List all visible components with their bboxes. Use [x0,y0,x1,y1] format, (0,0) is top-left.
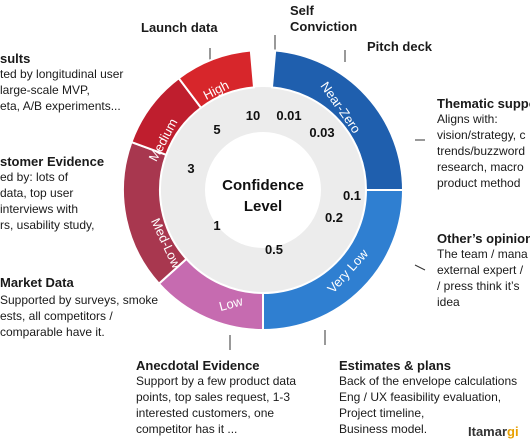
estimates-plans-line: Back of the envelope calculations [339,374,518,388]
value-0-5: 0.5 [265,242,283,257]
thematic-support-line: vision/strategy, c [437,128,526,142]
results-line: large-scale MVP, [0,83,90,97]
value-1: 1 [213,218,220,233]
estimates-plans-line: Project timeline, [339,406,425,420]
market-data-line: ests, all competitors / [0,309,113,323]
estimates-plans-line: Eng / UX feasibility evaluation, [339,390,502,404]
others-opinion-line: external expert / [437,263,524,277]
value-0-01: 0.01 [276,108,301,123]
anecdotal-evidence-line: competitor has it ... [136,422,238,436]
value-10: 10 [246,108,260,123]
estimates-plans-line: Business model. [339,422,428,436]
customer-evidence-line: rs, usability study, [0,218,95,232]
label-launch-data: Launch data [141,20,218,35]
label-self-line2: Conviction [290,19,358,34]
customer-evidence-line: ed by: lots of [0,170,69,184]
customer-evidence-heading: stomer Evidence [0,154,105,169]
anecdotal-evidence-line: interested customers, one [136,406,275,420]
segment-label-low: Low [217,293,245,314]
pointer-lines [209,35,426,350]
value-0-2: 0.2 [325,210,343,225]
results-heading: sults [0,51,31,66]
others-opinion-heading: Other’s opinion [437,231,530,246]
label-pitch-deck: Pitch deck [367,39,433,54]
anecdotal-evidence-heading: Anecdotal Evidence [136,358,260,373]
customer-evidence-line: interviews with [0,202,79,216]
anecdotal-evidence-line: Support by a few product data [136,374,297,388]
value-0-03: 0.03 [309,125,334,140]
market-data-heading: Market Data [0,275,74,290]
center-disc [205,132,321,248]
others-opinion-line: The team / mana [437,247,528,261]
customer-evidence-line: data, top user [0,186,74,200]
estimates-plans-heading: Estimates & plans [339,358,451,373]
value-0-1: 0.1 [343,188,361,203]
thematic-support-heading: Thematic suppo [437,96,530,111]
value-3: 3 [187,161,194,176]
thematic-support-line: trends/buzzword [437,144,526,158]
results-line: ted by longitudinal user [0,67,124,81]
thematic-support-line: Aligns with: [437,112,498,126]
label-self-line1: Self [290,3,314,18]
value-5: 5 [213,122,220,137]
center-title-line2: Level [244,198,282,215]
thematic-support-line: product method [437,176,521,190]
others-opinion-line: / press think it’s [437,279,520,293]
watermark: Itamargi [468,424,519,439]
market-data-line: comparable have it. [0,325,105,339]
others-opinion-line: idea [437,295,460,309]
center-title-line1: Confidence [222,177,304,194]
market-data-line: Supported by surveys, smoke [0,293,159,307]
anecdotal-evidence-line: points, top sales request, 1-3 [136,390,291,404]
segment-high [177,49,256,110]
results-line: eta, A/B experiments... [0,99,121,113]
thematic-support-line: research, macro [437,160,524,174]
